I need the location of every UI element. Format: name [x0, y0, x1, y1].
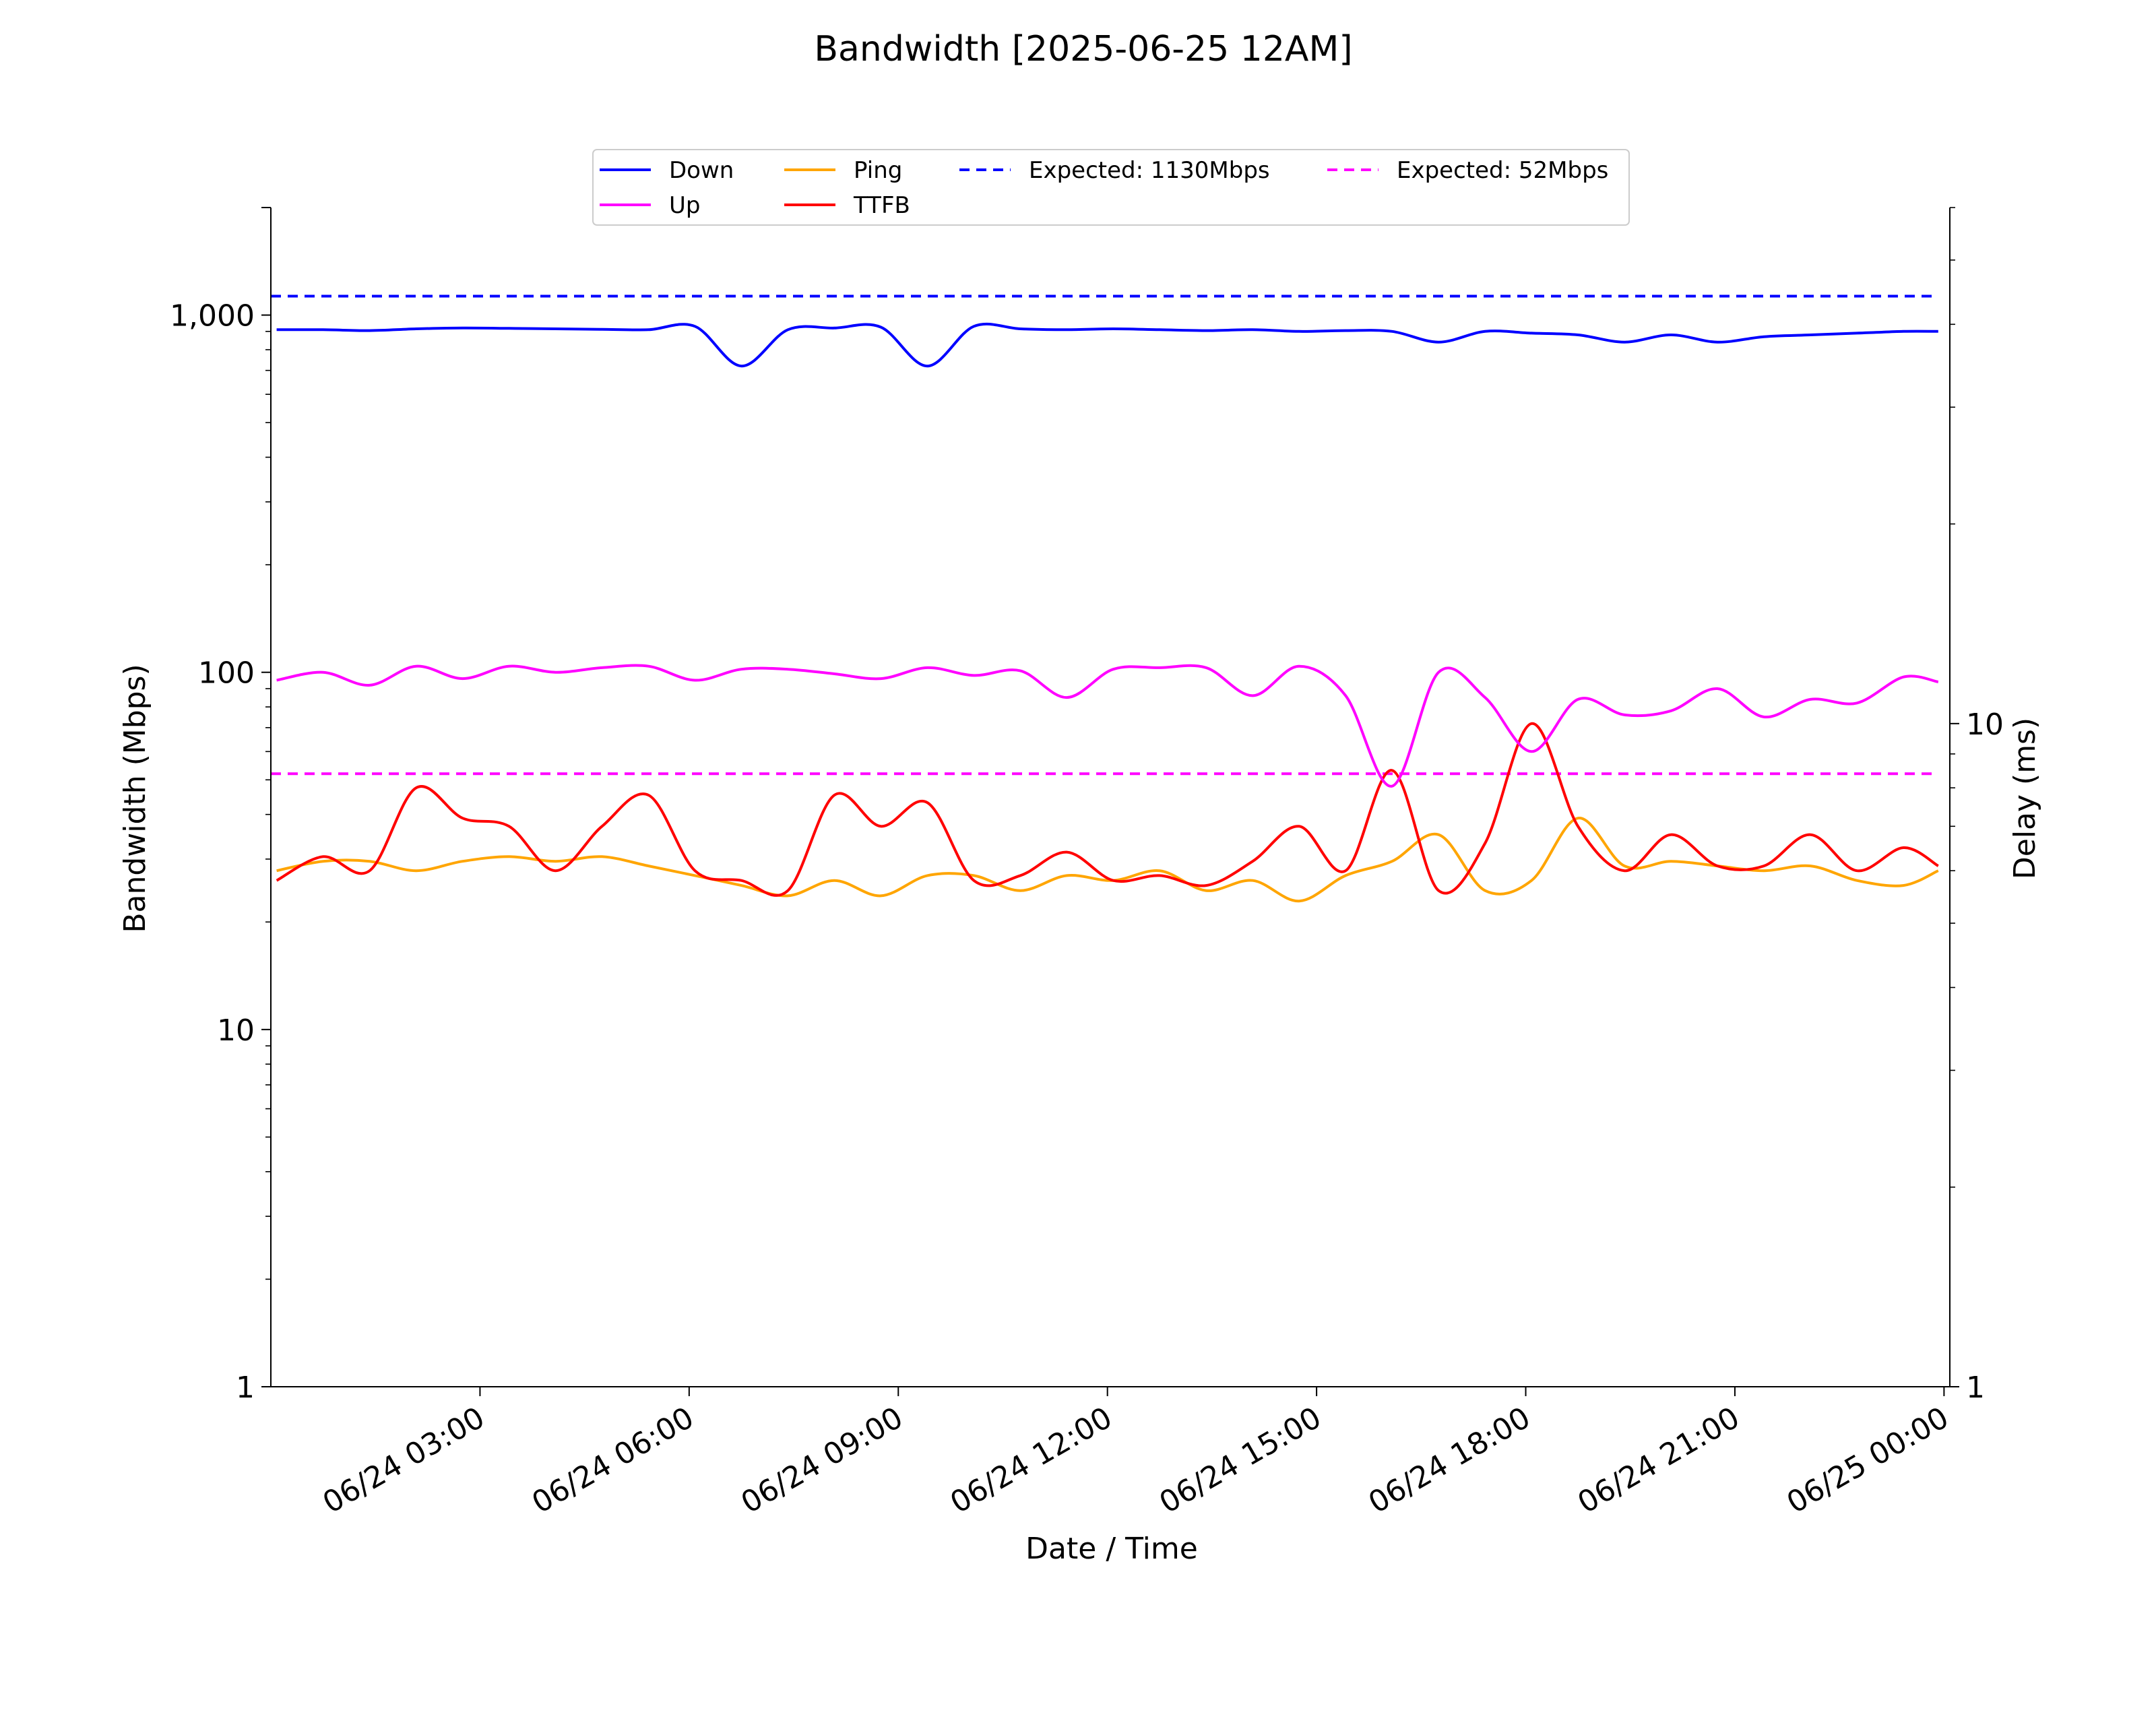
y-tick-label: 1	[236, 1371, 255, 1405]
x-tick-label: 06/25 00:00	[1781, 1400, 1955, 1520]
y2-axis-label: Delay (ms)	[2008, 718, 2042, 879]
x-tick-label: 06/24 15:00	[1153, 1400, 1327, 1520]
x-axis-label: Date / Time	[1025, 1532, 1198, 1566]
plot-frame	[270, 208, 1951, 1387]
x-axis: 06/24 03:00 06/24 06:00 06/24 09:00 06/24 1…	[317, 1387, 1955, 1520]
x-tick-label: 06/24 12:00	[945, 1400, 1118, 1520]
series-ttfb-line	[276, 722, 1939, 897]
series-up-line	[276, 664, 1939, 788]
x-tick-label: 06/24 03:00	[317, 1400, 490, 1520]
series-down-line	[276, 322, 1938, 368]
y-axis-right: 1 10	[1950, 207, 2004, 1405]
legend: Down Up Ping TTFB Expected: 1130Mbps Expected…	[592, 149, 1630, 226]
y-axis-left: 1 10 100 1,000	[170, 207, 271, 1405]
plot-area	[261, 207, 1951, 1387]
y-tick-label: 1,000	[170, 299, 255, 334]
x-tick-label: 06/24 06:00	[526, 1400, 699, 1520]
legend-label-expected-52mbps: Expected: 52Mbps	[1397, 157, 1608, 184]
chart-title: Bandwidth [2025-06-25 12AM]	[814, 29, 1352, 69]
y2-tick-label: 1	[1966, 1371, 1985, 1405]
legend-label-expected-1130mbps: Expected: 1130Mbps	[1029, 157, 1270, 184]
y-tick-label: 10	[217, 1013, 255, 1048]
series-ping-line	[276, 817, 1939, 903]
legend-label-ttfb: TTFB	[853, 192, 910, 219]
legend-label-down: Down	[669, 157, 734, 184]
y-axis-label: Bandwidth (Mbps)	[118, 664, 152, 933]
y2-tick-label: 10	[1966, 708, 2004, 742]
x-tick-label: 06/24 09:00	[736, 1400, 909, 1520]
x-tick-label: 06/24 21:00	[1572, 1400, 1745, 1520]
y-tick-label: 100	[198, 656, 255, 691]
x-tick-label: 06/24 18:00	[1363, 1400, 1536, 1520]
legend-label-ping: Ping	[854, 157, 902, 184]
legend-label-up: Up	[669, 192, 700, 219]
